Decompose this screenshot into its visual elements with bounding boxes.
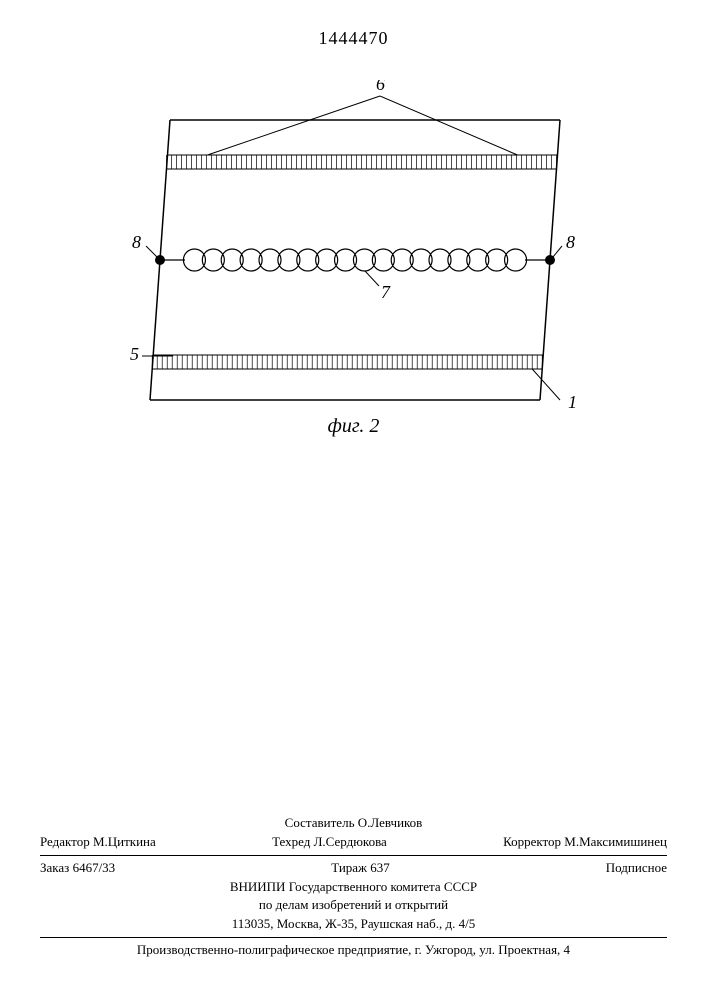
org-line-2: по делам изобретений и открытий bbox=[40, 896, 667, 915]
printer-line: Производственно-полиграфическое предприя… bbox=[40, 941, 667, 960]
compiler-name: О.Левчиков bbox=[358, 815, 423, 830]
svg-text:8: 8 bbox=[132, 232, 141, 252]
editor-name: М.Циткина bbox=[93, 834, 156, 849]
svg-text:6: 6 bbox=[376, 80, 385, 94]
techred-label: Техред bbox=[272, 834, 310, 849]
patent-number: 1444470 bbox=[0, 28, 707, 49]
address-line: 113035, Москва, Ж-35, Раушская наб., д. … bbox=[40, 915, 667, 934]
editor-label: Редактор bbox=[40, 834, 90, 849]
org-line-1: ВНИИПИ Государственного комитета СССР bbox=[40, 878, 667, 897]
svg-text:5: 5 bbox=[130, 344, 139, 364]
figure-caption: фиг. 2 bbox=[0, 415, 707, 438]
corrector-label: Корректор bbox=[503, 834, 561, 849]
order-label: Заказ bbox=[40, 860, 69, 875]
svg-text:8: 8 bbox=[566, 232, 575, 252]
techred-name: Л.Сердюкова bbox=[314, 834, 387, 849]
tirazh-number: 637 bbox=[370, 860, 390, 875]
figure-2: 6 8 8 7 5 1 bbox=[80, 80, 630, 430]
corrector-name: М.Максимишинец bbox=[564, 834, 667, 849]
footer-block: Составитель О.Левчиков Редактор М.Циткин… bbox=[40, 814, 667, 960]
tirazh-label: Тираж bbox=[331, 860, 367, 875]
compiler-label: Составитель bbox=[285, 815, 355, 830]
order-number: 6467/33 bbox=[73, 860, 116, 875]
svg-text:1: 1 bbox=[568, 392, 577, 412]
subscription: Подписное bbox=[606, 859, 667, 878]
svg-text:7: 7 bbox=[381, 282, 391, 302]
